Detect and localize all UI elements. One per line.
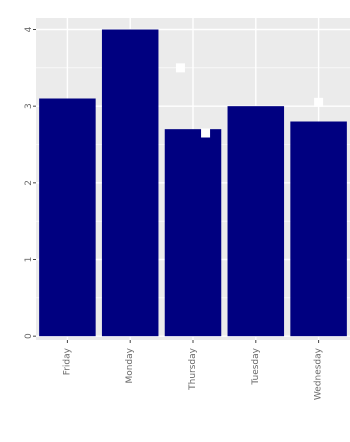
x-tick-label: Tuesday	[251, 347, 261, 385]
y-tick-label: 0	[24, 333, 34, 339]
x-axis: Friday Monday Thursday Tuesday Wednesday	[62, 340, 324, 400]
y-tick-label: 1	[24, 257, 34, 263]
x-tick-label: Thursday	[188, 347, 198, 391]
bar-tuesday	[227, 106, 285, 337]
point-marker	[314, 97, 324, 107]
y-tick-label: 2	[24, 180, 34, 186]
x-tick-label: Monday	[125, 347, 135, 383]
bar-friday	[39, 98, 96, 337]
bar-thursday	[164, 129, 222, 337]
x-tick-label: Friday	[62, 347, 72, 375]
bar-wednesday	[290, 121, 347, 337]
y-tick-label: 3	[24, 103, 34, 109]
y-tick-label: 4	[24, 26, 34, 32]
point-marker	[201, 128, 211, 138]
bar-monday	[101, 29, 159, 337]
bars	[39, 29, 347, 337]
x-tick-label: Wednesday	[314, 347, 324, 400]
point-marker	[175, 63, 185, 73]
point-markers	[175, 63, 324, 138]
y-axis: 0 1 2 3 4	[24, 26, 36, 339]
